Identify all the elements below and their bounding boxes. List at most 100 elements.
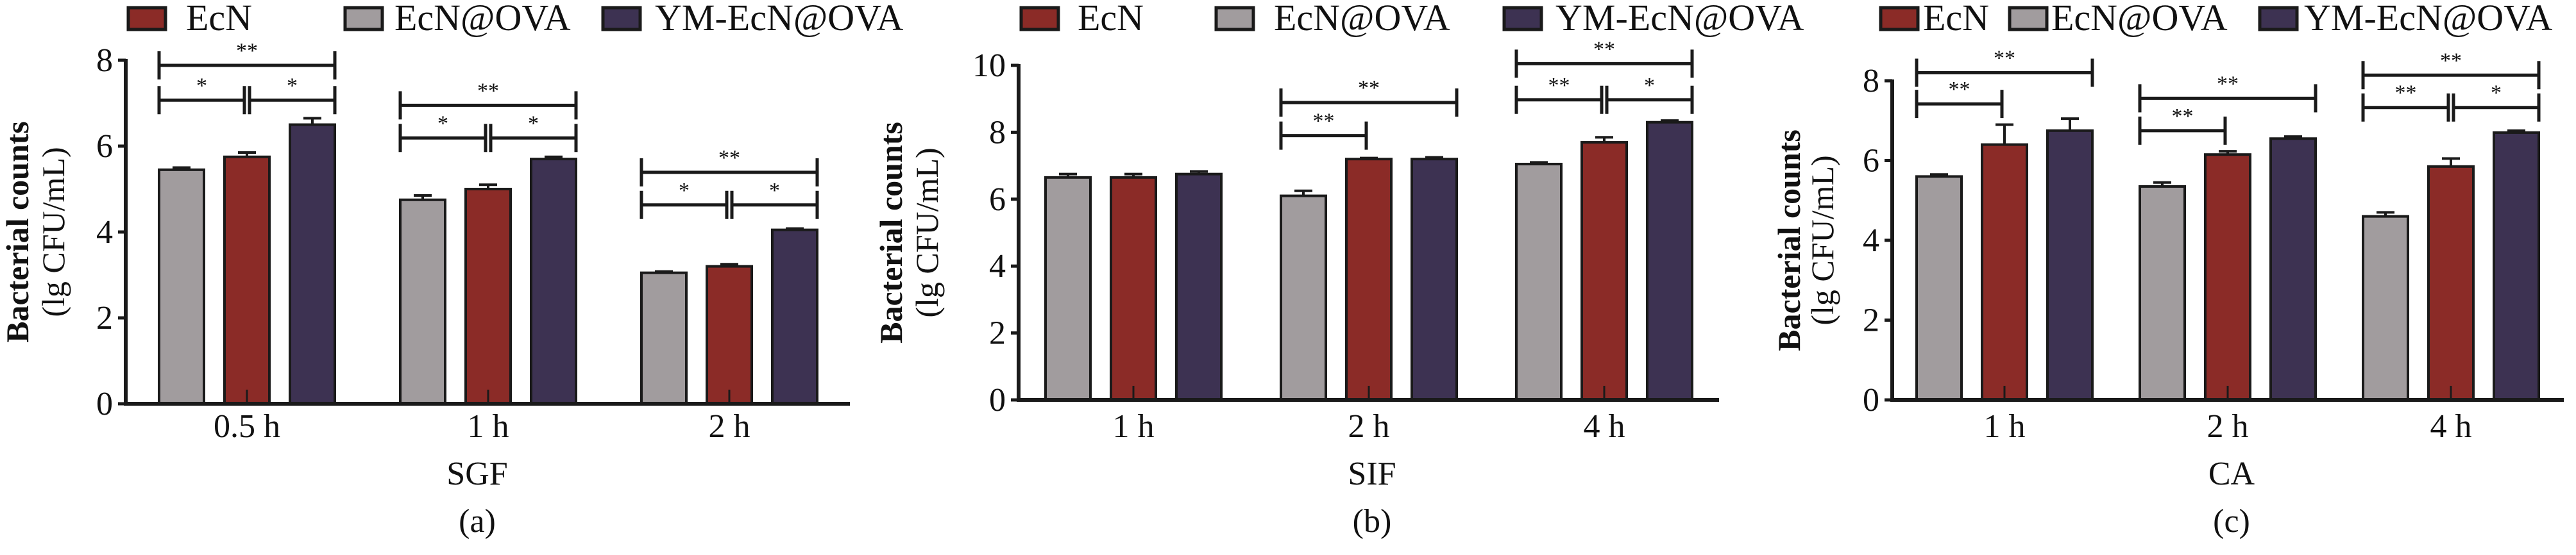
x-tick-label: 4 h (2430, 408, 2472, 445)
bar-ecn-2h (706, 265, 753, 405)
x-axis-title: SIF (1348, 456, 1396, 492)
bar-ecn-2h (2204, 153, 2251, 401)
y-tick-label: 4 (989, 248, 1006, 285)
x-tick-label: 0.5 h (214, 408, 280, 445)
bar-ym-ecn-ova-1h (1175, 172, 1223, 401)
bar-ecn-ova-1h (1044, 176, 1092, 401)
x-tick-label: 4 h (1584, 408, 1625, 445)
x-tick-label: 2 h (2207, 408, 2249, 445)
x-tick-label: 1 h (1113, 408, 1155, 445)
chart-panel-c: EcN EcN@OVA YM-EcN@OVA Bacterial counts(lg … (1771, 0, 2564, 540)
bar-ecn-ova-4h (1515, 162, 1563, 402)
x-tick-label: 2 h (709, 408, 750, 445)
y-axis-title-units: (lg CFU/mL) (909, 147, 945, 317)
y-axis-title: Bacterial counts (873, 122, 909, 344)
bar-ecn-2h (1345, 158, 1393, 401)
y-tick-label: 10 (972, 47, 1006, 84)
significance-label: ** (236, 39, 258, 63)
y-tick-label: 8 (1863, 63, 1879, 99)
significance-label: ** (477, 79, 499, 103)
y-axis-title-units: (lg CFU/mL) (1804, 155, 1840, 325)
y-tick-label: 4 (96, 214, 113, 251)
bar-ym-ecn-ova-4h (1646, 120, 1693, 402)
bar-ym-ecn-ova-2h (2269, 137, 2317, 401)
significance-label: * (196, 74, 207, 97)
y-tick-label: 2 (1863, 302, 1879, 339)
significance-label: ** (1949, 78, 1970, 101)
significance-label: * (437, 112, 448, 135)
significance-label: ** (1994, 47, 2015, 70)
legend-swatch-ym-ecn-ova (2258, 6, 2299, 31)
legend-label: EcN@OVA (2051, 0, 2228, 38)
significance-label: * (769, 179, 780, 203)
legend-swatch-ecn (126, 6, 167, 31)
y-tick-label: 8 (989, 114, 1006, 151)
bar-ecn-1h (1981, 143, 2028, 401)
bar-ecn-ova-2h (640, 271, 688, 405)
y-tick-label: 2 (96, 300, 113, 336)
x-axis-title: CA (2208, 456, 2255, 492)
bar-ecn-0.5h (223, 155, 271, 405)
bar-ecn-ova-2h (2139, 185, 2186, 401)
significance-label: ** (2440, 49, 2462, 72)
significance-label: ** (718, 146, 740, 170)
bar-ecn-ova-4h (2362, 215, 2409, 401)
chart-panel-a: EcN EcN@OVA YM-EcN@OVA Bacterial counts (lg … (0, 0, 904, 540)
legend-label: YM-EcN@OVA (2304, 0, 2553, 38)
bar-ecn-1h (464, 188, 512, 405)
legend-swatch-ecn-ova (343, 6, 384, 31)
y-tick-label: 2 (989, 315, 1006, 352)
significance-label: * (528, 112, 539, 135)
bar-ecn-ova-1h (399, 198, 446, 405)
bar-ecn-1h (1110, 176, 1157, 401)
x-tick-label: 1 h (1984, 408, 2026, 445)
bar-ym-ecn-ova-2h (771, 228, 818, 405)
legend-swatch-ecn (1879, 6, 1920, 31)
y-axis-title: Bacterial counts (1771, 129, 1807, 351)
significance-label: ** (1548, 74, 1570, 97)
bar-ecn-ova-2h (1280, 194, 1327, 401)
legend-label: EcN@OVA (1274, 0, 1450, 38)
y-tick-label: 6 (1863, 143, 1879, 179)
bar-ym-ecn-ova-2h (1411, 158, 1458, 401)
significance-label: * (679, 179, 690, 203)
bar-ym-ecn-ova-0.5h (289, 123, 336, 405)
legend-label: EcN@OVA (394, 0, 571, 38)
bar-ecn-4h (1580, 141, 1628, 401)
y-axis-title-units: (lg CFU/mL) (35, 147, 71, 317)
legend-label: EcN (186, 0, 252, 38)
significance-label: * (1644, 74, 1655, 97)
bar-ecn-4h (2427, 165, 2475, 401)
y-tick-label: 0 (96, 386, 113, 422)
y-tick-label: 0 (989, 382, 1006, 418)
legend-swatch-ecn-ova (1214, 6, 1255, 31)
significance-label: ** (2172, 104, 2194, 128)
bar-ym-ecn-ova-4h (2493, 131, 2540, 402)
significance-label: * (2491, 81, 2502, 105)
legend-swatch-ecn-ova (2008, 6, 2049, 31)
bar-ym-ecn-ova-1h (530, 158, 577, 405)
significance-label: ** (1358, 76, 1380, 100)
significance-label: ** (1313, 110, 1335, 133)
x-tick-label: 1 h (468, 408, 509, 445)
bar-ecn-ova-1h (1915, 175, 1963, 401)
panel-label: (b) (1353, 503, 1392, 540)
x-axis-title: SGF (446, 456, 507, 492)
legend-swatch-ym-ecn-ova (1502, 6, 1543, 31)
legend-label: YM-EcN@OVA (655, 0, 904, 38)
bar-ym-ecn-ova-1h (2046, 129, 2094, 401)
x-tick-label: 2 h (1348, 408, 1390, 445)
significance-label: * (287, 74, 298, 97)
panel-label: (c) (2213, 503, 2250, 540)
y-tick-label: 4 (1863, 222, 1879, 259)
legend-label: EcN (1078, 0, 1144, 38)
y-axis-title: Bacterial counts (0, 121, 35, 343)
bar-ecn-ova-0.5h (158, 168, 205, 405)
legend-swatch-ym-ecn-ova (601, 6, 642, 31)
significance-label: ** (2395, 81, 2417, 105)
significance-label: ** (2217, 72, 2239, 95)
legend-label: YM-EcN@OVA (1555, 0, 1804, 38)
panel-label: (a) (459, 503, 496, 540)
